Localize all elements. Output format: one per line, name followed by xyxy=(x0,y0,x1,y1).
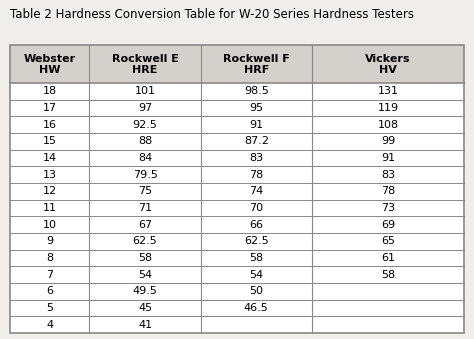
Text: 50: 50 xyxy=(249,286,263,296)
Text: 87.2: 87.2 xyxy=(244,136,269,146)
Text: 5: 5 xyxy=(46,303,53,313)
Text: 91: 91 xyxy=(249,120,264,129)
Text: 99: 99 xyxy=(381,136,395,146)
Text: Webster: Webster xyxy=(24,54,76,64)
Text: 84: 84 xyxy=(138,153,152,163)
Text: Rockwell E: Rockwell E xyxy=(112,54,179,64)
Text: 17: 17 xyxy=(43,103,57,113)
Text: 78: 78 xyxy=(381,186,395,196)
Text: 58: 58 xyxy=(138,253,152,263)
Text: 54: 54 xyxy=(138,270,152,280)
Text: 15: 15 xyxy=(43,136,57,146)
Text: 45: 45 xyxy=(138,303,152,313)
Text: HW: HW xyxy=(39,65,61,75)
Text: Vickers: Vickers xyxy=(365,54,410,64)
Text: 73: 73 xyxy=(381,203,395,213)
Text: 41: 41 xyxy=(138,320,152,330)
Text: 16: 16 xyxy=(43,120,57,129)
Text: 58: 58 xyxy=(381,270,395,280)
Text: 6: 6 xyxy=(46,286,53,296)
Text: 74: 74 xyxy=(249,186,264,196)
Text: Table 2 Hardness Conversion Table for W-20 Series Hardness Testers: Table 2 Hardness Conversion Table for W-… xyxy=(10,8,414,21)
Text: 46.5: 46.5 xyxy=(244,303,269,313)
Text: 8: 8 xyxy=(46,253,53,263)
Text: 12: 12 xyxy=(43,186,57,196)
Text: 4: 4 xyxy=(46,320,53,330)
Text: 13: 13 xyxy=(43,170,57,180)
Text: 88: 88 xyxy=(138,136,152,146)
Text: 54: 54 xyxy=(249,270,264,280)
Text: 49.5: 49.5 xyxy=(133,286,157,296)
Text: 108: 108 xyxy=(377,120,399,129)
Text: 95: 95 xyxy=(249,103,264,113)
Text: 92.5: 92.5 xyxy=(133,120,157,129)
Bar xyxy=(10,45,464,333)
Text: 67: 67 xyxy=(138,220,152,230)
Text: 91: 91 xyxy=(381,153,395,163)
Text: 69: 69 xyxy=(381,220,395,230)
Text: 98.5: 98.5 xyxy=(244,86,269,96)
Text: 83: 83 xyxy=(249,153,264,163)
Text: 119: 119 xyxy=(377,103,399,113)
Text: 62.5: 62.5 xyxy=(133,236,157,246)
Bar xyxy=(10,45,464,333)
Bar xyxy=(10,45,464,83)
Text: 65: 65 xyxy=(381,236,395,246)
Text: HV: HV xyxy=(379,65,397,75)
Text: 75: 75 xyxy=(138,186,152,196)
Text: 9: 9 xyxy=(46,236,53,246)
Text: 18: 18 xyxy=(43,86,57,96)
Text: 7: 7 xyxy=(46,270,53,280)
Text: 83: 83 xyxy=(381,170,395,180)
Text: Rockwell F: Rockwell F xyxy=(223,54,290,64)
Text: 131: 131 xyxy=(377,86,399,96)
Text: 71: 71 xyxy=(138,203,152,213)
Text: 70: 70 xyxy=(249,203,264,213)
Text: 10: 10 xyxy=(43,220,57,230)
Text: HRF: HRF xyxy=(244,65,269,75)
Text: 62.5: 62.5 xyxy=(244,236,269,246)
Text: 97: 97 xyxy=(138,103,152,113)
Text: 14: 14 xyxy=(43,153,57,163)
Text: 101: 101 xyxy=(135,86,155,96)
Text: 78: 78 xyxy=(249,170,264,180)
Text: 58: 58 xyxy=(249,253,264,263)
Text: 11: 11 xyxy=(43,203,57,213)
Text: HRE: HRE xyxy=(132,65,158,75)
Text: 66: 66 xyxy=(249,220,263,230)
Text: 79.5: 79.5 xyxy=(133,170,157,180)
Text: 61: 61 xyxy=(381,253,395,263)
